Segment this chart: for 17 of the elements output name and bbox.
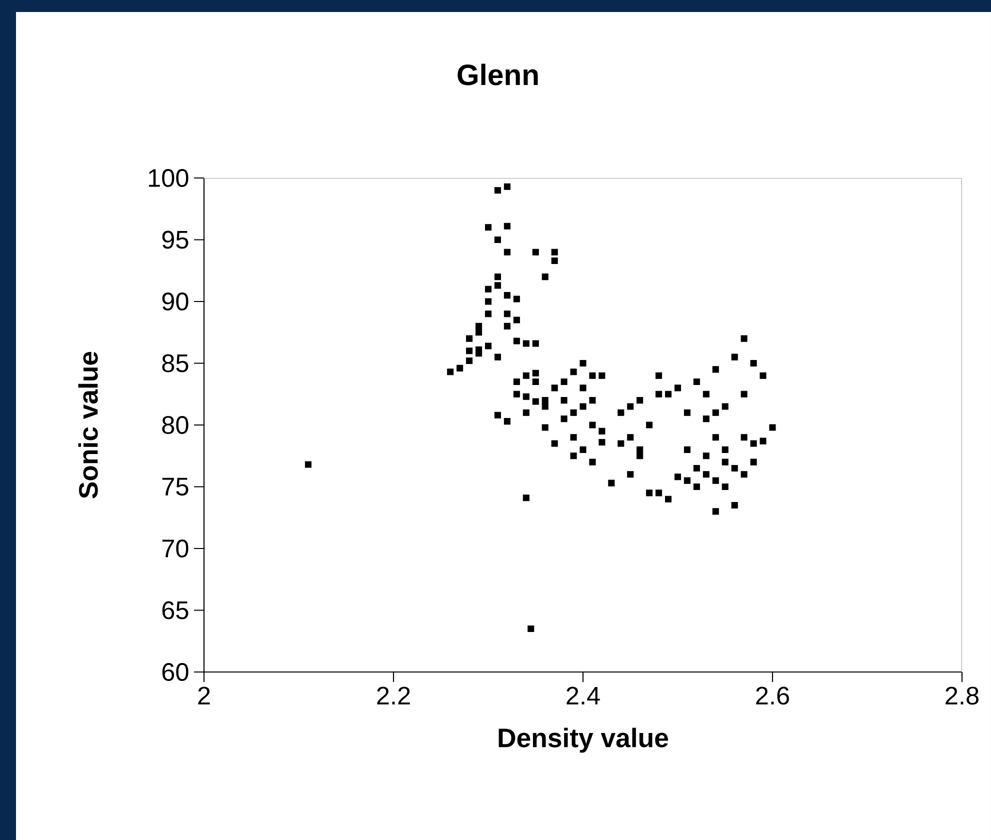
x-tick-label: 2.8	[946, 686, 979, 705]
y-tick-label: 65	[162, 601, 188, 620]
y-tick-label: 95	[162, 230, 188, 249]
x-tick-label: 2.2	[377, 686, 410, 704]
y-tick-label: 75	[162, 478, 188, 496]
y-tick-label: 70	[162, 540, 188, 558]
chart-title: Glenn	[458, 64, 538, 86]
x-tick-label: 2	[198, 686, 210, 704]
y-tick-label: 100	[148, 169, 188, 187]
x-tick-label: 2.4	[566, 686, 600, 704]
y-tick-label: 90	[162, 292, 188, 310]
y-tick-label: 80	[162, 416, 188, 434]
x-axis-title: Density value	[498, 728, 668, 753]
x-tick-label: 2.6	[756, 686, 789, 705]
y-tick-label: 85	[162, 354, 188, 372]
y-tick-label: 60	[162, 663, 188, 681]
y-axis-title: Sonic value	[78, 352, 98, 498]
